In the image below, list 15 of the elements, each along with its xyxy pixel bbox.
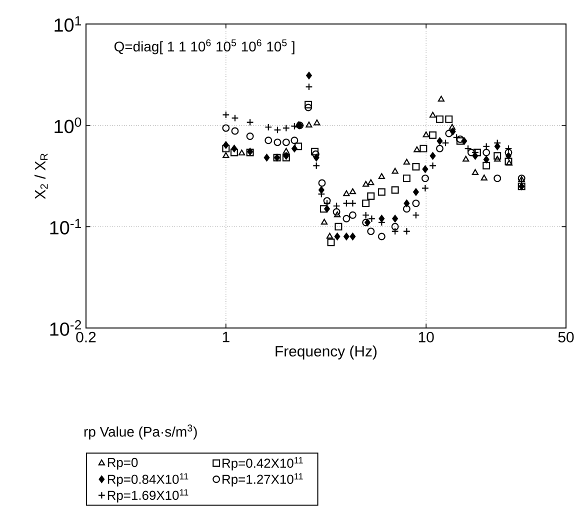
y-tick-label: 10$^{1}$ [54,16,82,32]
legend-label: Rp=0 [108,458,138,470]
legend-label: Rp=0.42X10$^{11}$ [222,457,303,470]
legend-label: Rp=0.84X10$^{11}$ [108,473,188,486]
y-tick-label: 10$^{-1}$ [50,218,82,234]
x-axis-title: Frequency (Hz) [276,346,377,360]
text: Q=diag[ 1 1 10$^{6}$ 10$^{5}$ 10$^{6}$ 10$^{5}$ ] [114,39,294,54]
legend-label: Rp=1.27X10$^{11}$ [222,473,303,486]
x-tick-label: 50 [558,332,574,342]
y-tick-label: 10$^{0}$ [54,117,82,134]
x-tick-label: 1 [222,332,230,342]
y-axis-title: X$_{2}$ / X$_{R}$ [34,154,48,200]
legend-title: rp Value (Pa·s/m$^{3}$) [84,424,197,440]
legend-label: Rp=1.69X10$^{11}$ [108,489,188,503]
x-tick-label: 10 [418,332,434,342]
